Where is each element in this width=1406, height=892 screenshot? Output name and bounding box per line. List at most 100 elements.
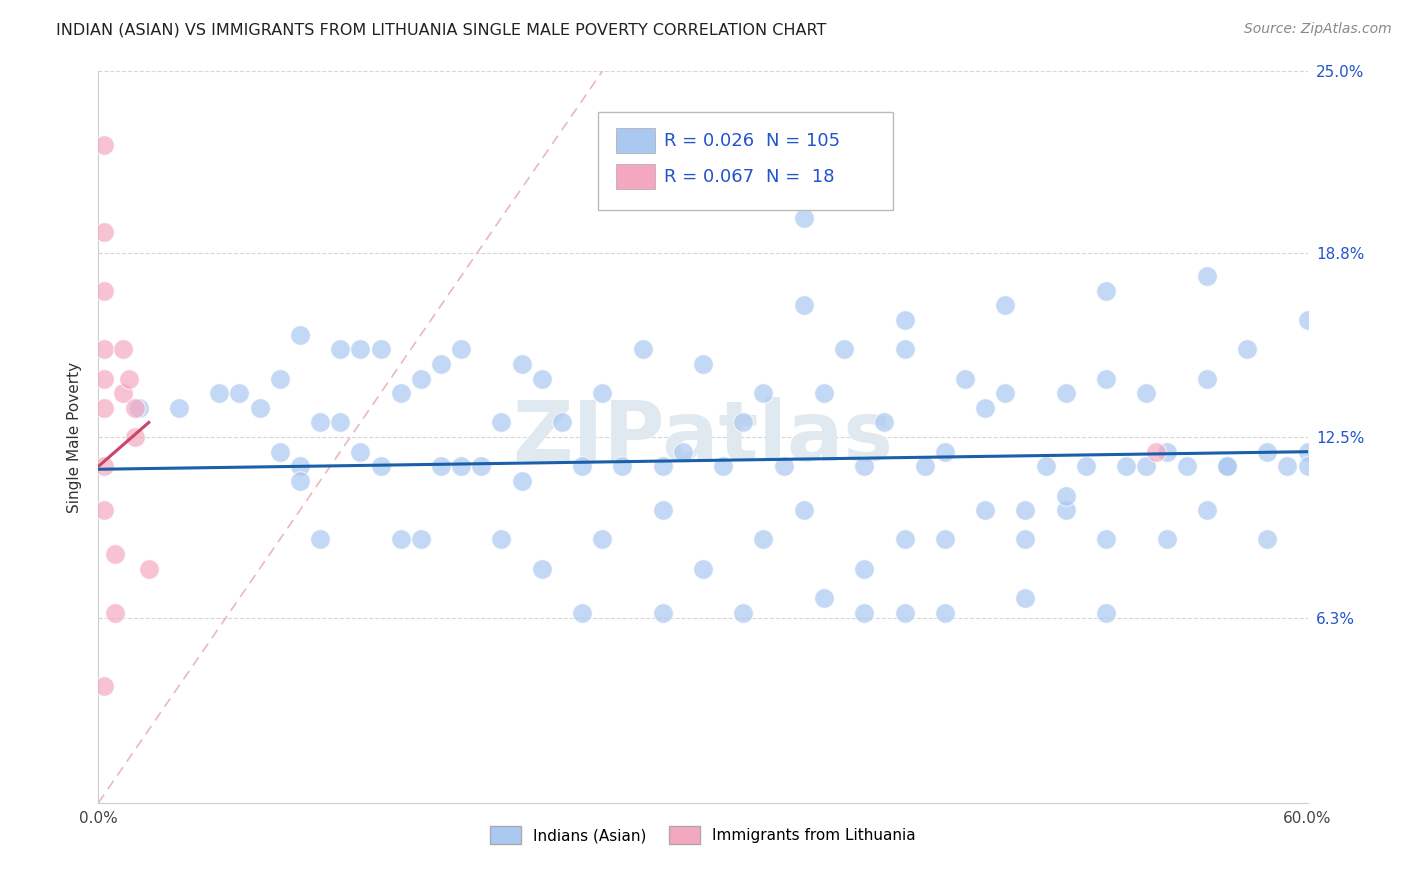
- Point: [510, 357, 533, 371]
- Point: [1216, 459, 1239, 474]
- Point: [288, 474, 311, 488]
- Point: [934, 533, 956, 547]
- Point: [93, 679, 115, 693]
- Point: [1095, 284, 1118, 298]
- Point: [1054, 489, 1077, 503]
- Point: [389, 386, 412, 401]
- Point: [1156, 444, 1178, 458]
- Point: [124, 430, 146, 444]
- Point: [772, 459, 794, 474]
- Point: [1156, 533, 1178, 547]
- Point: [733, 416, 755, 430]
- Point: [103, 606, 125, 620]
- Point: [93, 284, 115, 298]
- Point: [288, 459, 311, 474]
- Point: [914, 459, 936, 474]
- Point: [118, 371, 141, 385]
- Point: [934, 444, 956, 458]
- Point: [651, 606, 673, 620]
- Point: [893, 606, 915, 620]
- Point: [1014, 503, 1036, 517]
- Point: [893, 533, 915, 547]
- Text: N = 105: N = 105: [766, 132, 841, 150]
- Point: [269, 444, 291, 458]
- Point: [1195, 503, 1218, 517]
- Point: [111, 343, 134, 357]
- Point: [1135, 459, 1157, 474]
- Point: [1054, 503, 1077, 517]
- Text: ZIPatlas: ZIPatlas: [513, 397, 893, 477]
- Point: [631, 343, 654, 357]
- Point: [591, 386, 613, 401]
- Point: [1054, 386, 1077, 401]
- Point: [1014, 533, 1036, 547]
- Point: [470, 459, 492, 474]
- Point: [974, 503, 997, 517]
- Point: [711, 459, 734, 474]
- Point: [1216, 459, 1239, 474]
- Text: R = 0.026: R = 0.026: [664, 132, 754, 150]
- Point: [409, 371, 432, 385]
- Point: [1256, 533, 1278, 547]
- Point: [893, 343, 915, 357]
- Point: [813, 386, 835, 401]
- Point: [167, 401, 190, 415]
- Point: [491, 416, 513, 430]
- Point: [93, 343, 115, 357]
- Point: [1095, 371, 1118, 385]
- Text: Source: ZipAtlas.com: Source: ZipAtlas.com: [1244, 22, 1392, 37]
- Point: [793, 503, 815, 517]
- Point: [329, 416, 352, 430]
- Point: [128, 401, 150, 415]
- Point: [103, 547, 125, 561]
- Point: [893, 313, 915, 327]
- Point: [1277, 459, 1299, 474]
- Point: [329, 343, 352, 357]
- Text: R = 0.067: R = 0.067: [664, 168, 754, 186]
- Point: [93, 225, 115, 239]
- Point: [793, 211, 815, 225]
- Point: [450, 343, 472, 357]
- Point: [491, 533, 513, 547]
- Point: [111, 386, 134, 401]
- Point: [269, 371, 291, 385]
- Point: [430, 459, 453, 474]
- Point: [994, 386, 1017, 401]
- Point: [249, 401, 271, 415]
- Point: [349, 444, 371, 458]
- Point: [853, 459, 876, 474]
- Point: [208, 386, 231, 401]
- Point: [1296, 313, 1319, 327]
- Point: [93, 137, 115, 152]
- Point: [612, 459, 634, 474]
- Point: [1095, 606, 1118, 620]
- Point: [1035, 459, 1057, 474]
- Point: [1195, 269, 1218, 284]
- Point: [651, 459, 673, 474]
- Point: [1074, 459, 1097, 474]
- Point: [551, 416, 574, 430]
- Point: [793, 298, 815, 312]
- Point: [93, 401, 115, 415]
- Point: [1115, 459, 1137, 474]
- Point: [93, 459, 115, 474]
- Point: [1014, 591, 1036, 605]
- Point: [124, 401, 146, 415]
- Point: [591, 533, 613, 547]
- Point: [1236, 343, 1258, 357]
- Point: [571, 606, 593, 620]
- Point: [370, 343, 392, 357]
- Text: INDIAN (ASIAN) VS IMMIGRANTS FROM LITHUANIA SINGLE MALE POVERTY CORRELATION CHAR: INDIAN (ASIAN) VS IMMIGRANTS FROM LITHUA…: [56, 22, 827, 37]
- Text: N =  18: N = 18: [766, 168, 835, 186]
- Point: [530, 562, 553, 576]
- Point: [994, 298, 1017, 312]
- Point: [832, 343, 855, 357]
- Point: [93, 371, 115, 385]
- Point: [692, 357, 714, 371]
- Point: [409, 533, 432, 547]
- Point: [450, 459, 472, 474]
- Point: [672, 444, 695, 458]
- Point: [389, 533, 412, 547]
- Point: [853, 562, 876, 576]
- Point: [228, 386, 250, 401]
